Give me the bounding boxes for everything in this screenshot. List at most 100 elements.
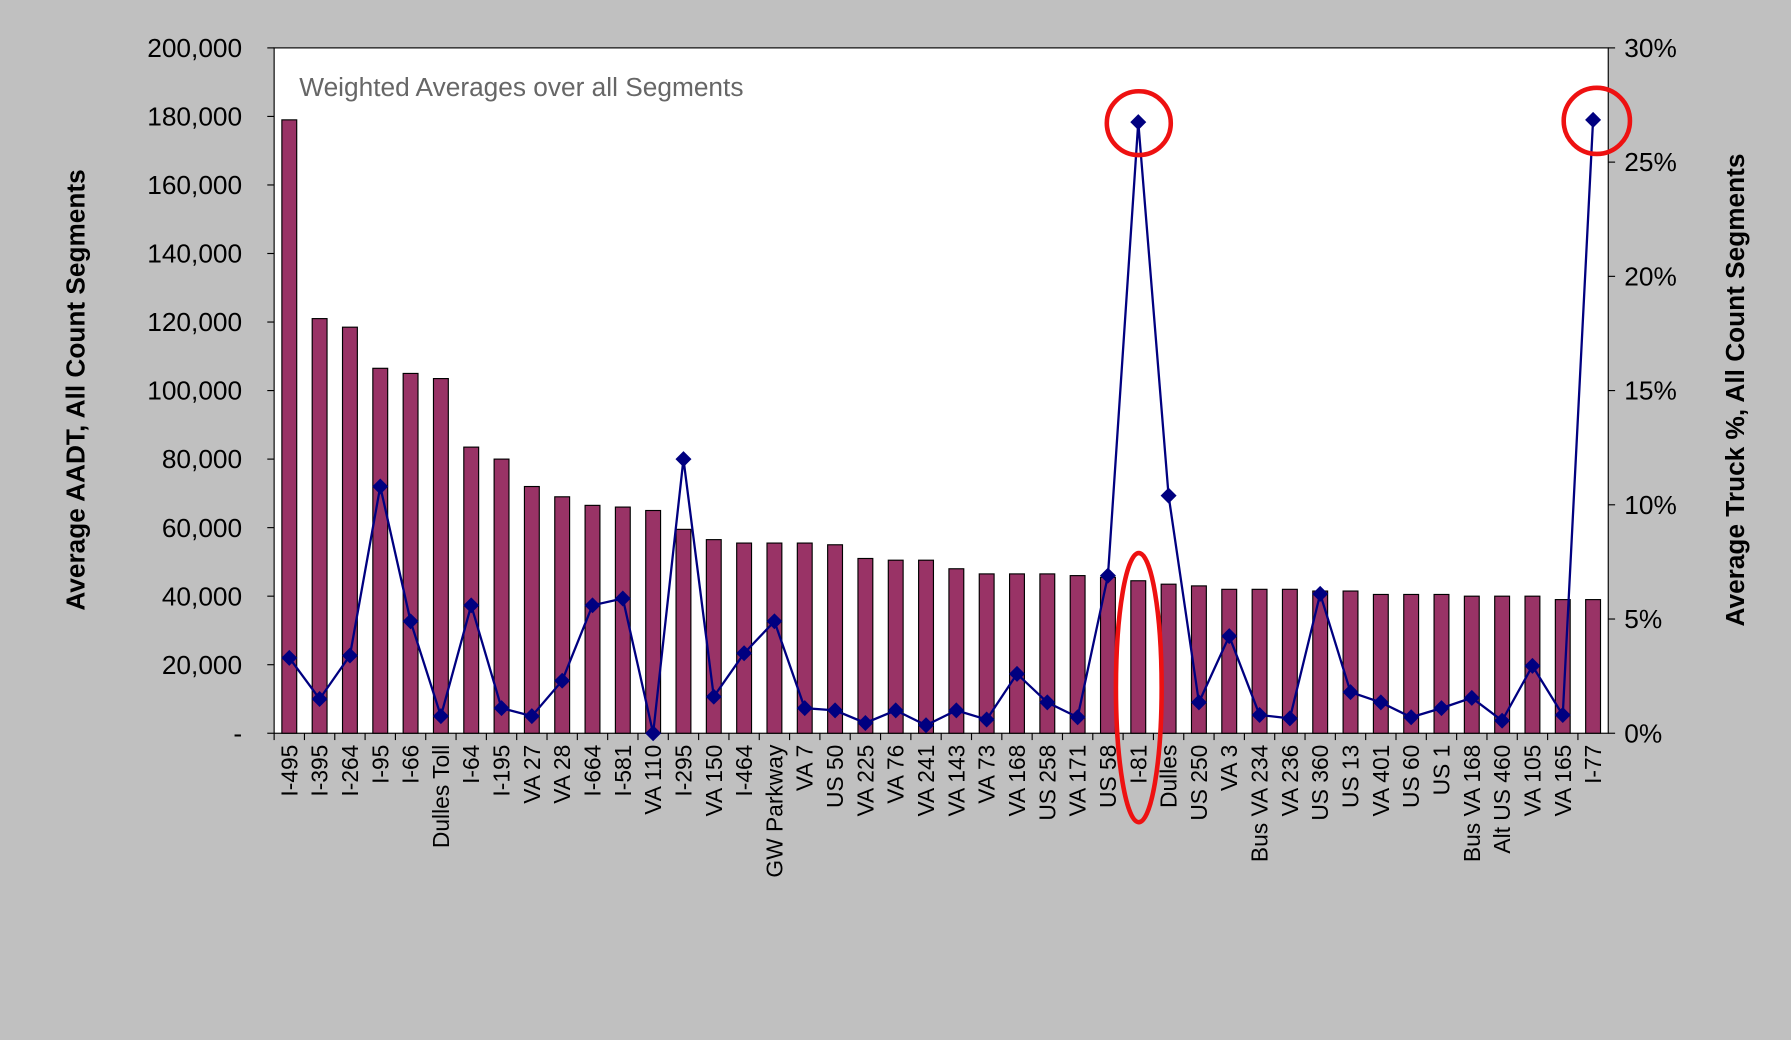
- bar: [554, 496, 571, 734]
- y-tick-label: 80,000: [162, 444, 242, 474]
- bar: [1585, 599, 1602, 734]
- y-tick-label: 140,000: [147, 239, 242, 269]
- x-tick-label: I-464: [731, 744, 757, 796]
- x-tick-label: I-66: [398, 745, 424, 784]
- marker: [675, 451, 692, 468]
- bar: [1251, 588, 1268, 734]
- x-tick-label: VA 241: [913, 745, 939, 817]
- x-tick-label: I-195: [489, 745, 515, 797]
- x-tick-label: I-395: [307, 745, 333, 797]
- x-tick-label: Dulles Toll: [428, 745, 454, 848]
- bar: [1342, 590, 1359, 734]
- marker: [1069, 709, 1086, 726]
- bar: [948, 568, 965, 734]
- bar: [311, 318, 328, 734]
- marker: [1433, 700, 1450, 717]
- x-tick-label: US 13: [1337, 745, 1363, 808]
- annotation: Weighted Averages over all Segments: [299, 72, 743, 102]
- x-tick-label: VA 28: [549, 745, 575, 804]
- marker: [1039, 694, 1056, 711]
- x-tick-label: VA 105: [1519, 745, 1545, 817]
- bar: [493, 458, 510, 734]
- y-tick-label: 20,000: [162, 650, 242, 680]
- bar: [1008, 573, 1025, 734]
- x-tick-label: US 360: [1307, 745, 1333, 821]
- marker: [857, 714, 874, 731]
- x-tick-label: Bus VA 234: [1247, 744, 1273, 862]
- y2-axis-title: Average Truck %, All Count Segments: [1720, 154, 1750, 627]
- y2-tick-label: 15%: [1624, 376, 1677, 406]
- marker: [1160, 487, 1177, 504]
- x-tick-label: VA 168: [1004, 745, 1030, 817]
- marker: [432, 708, 449, 725]
- bar: [584, 504, 601, 734]
- bar: [402, 372, 419, 734]
- bar: [1130, 580, 1147, 734]
- marker: [1312, 585, 1329, 602]
- x-tick-label: I-664: [579, 744, 605, 796]
- bar: [432, 378, 449, 734]
- marker: [1524, 657, 1541, 674]
- marker: [1130, 114, 1147, 131]
- x-tick-label: VA 225: [852, 745, 878, 817]
- y-tick-label: 60,000: [162, 513, 242, 543]
- bar: [918, 559, 935, 734]
- x-tick-label: VA 171: [1065, 745, 1091, 817]
- x-tick-label: Bus VA 168: [1459, 745, 1485, 862]
- bar: [281, 119, 298, 734]
- x-tick-label: VA 73: [974, 745, 1000, 804]
- x-tick-label: I-495: [276, 745, 302, 797]
- marker: [887, 702, 904, 719]
- x-tick-label: I-64: [458, 744, 484, 784]
- bar: [523, 485, 540, 734]
- x-tick-label: US 50: [822, 745, 848, 808]
- x-tick-label: I-95: [367, 745, 393, 784]
- bar: [463, 446, 480, 734]
- marker: [372, 478, 389, 495]
- x-tick-label: I-77: [1580, 745, 1606, 784]
- marker: [1008, 665, 1025, 682]
- x-tick-label: I-581: [610, 745, 636, 797]
- bar: [1463, 595, 1480, 734]
- x-tick-label: I-81: [1125, 745, 1151, 784]
- y-tick-label: 40,000: [162, 581, 242, 611]
- bar: [645, 509, 662, 734]
- bar: [736, 542, 753, 734]
- x-tick-label: US 250: [1186, 745, 1212, 821]
- bar: [1433, 593, 1450, 734]
- y-tick-label: 160,000: [147, 170, 242, 200]
- y-axis-title: Average AADT, All Count Segments: [61, 169, 91, 610]
- marker: [493, 700, 510, 717]
- marker: [463, 597, 480, 614]
- bar: [796, 542, 813, 734]
- y-tick-label: 180,000: [147, 102, 242, 132]
- bar: [978, 573, 995, 734]
- x-tick-label: US 60: [1398, 745, 1424, 808]
- x-tick-label: VA 401: [1368, 745, 1394, 817]
- x-tick-label: Alt US 460: [1489, 745, 1515, 854]
- y2-tick-label: 25%: [1624, 147, 1677, 177]
- x-tick-label: VA 27: [519, 745, 545, 804]
- marker: [1099, 567, 1116, 584]
- x-tick-label: VA 110: [640, 745, 666, 815]
- marker: [554, 672, 571, 689]
- marker: [402, 613, 419, 630]
- marker: [1251, 706, 1268, 723]
- marker: [1403, 709, 1420, 726]
- bar: [887, 559, 904, 734]
- x-tick-label: VA 150: [701, 745, 727, 817]
- y-tick-label: 200,000: [147, 33, 242, 63]
- x-tick-label: VA 165: [1550, 745, 1576, 817]
- bar: [827, 544, 844, 734]
- bar: [675, 528, 692, 734]
- x-tick-label: VA 236: [1277, 745, 1303, 817]
- bar: [857, 557, 874, 734]
- y2-tick-label: 5%: [1624, 604, 1662, 634]
- marker: [1342, 684, 1359, 701]
- x-tick-label: VA 7: [792, 745, 818, 791]
- x-tick-label: GW Parkway: [761, 744, 787, 878]
- x-tick-label: VA 76: [883, 745, 909, 804]
- y2-tick-label: 10%: [1624, 490, 1677, 520]
- bar: [1039, 573, 1056, 734]
